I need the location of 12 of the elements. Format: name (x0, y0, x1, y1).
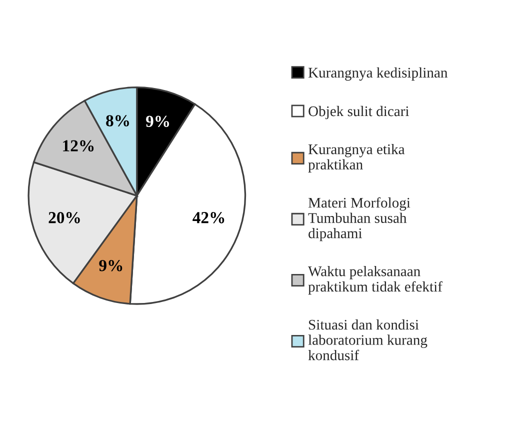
legend-label: Objek sulit dicari (308, 106, 409, 120)
data-label: 20% (48, 212, 80, 224)
data-label: 42% (192, 212, 224, 224)
legend-label: Kurangnya kedisiplinan (308, 67, 448, 81)
data-label: 8% (106, 115, 129, 126)
legend-label: Kurangnya etika praktikan (308, 144, 405, 172)
legend-label: Waktu pelaksanaan praktikum tidak efektif (308, 266, 442, 295)
legend-label: Materi Morfologi Tumbuhan susah dipahami (308, 197, 410, 242)
data-label: 12% (63, 140, 94, 152)
data-label: 9% (99, 260, 122, 272)
legend-label: Situasi dan kondisi laboratorium kurang kondusif (308, 319, 428, 360)
data-label: 9% (146, 116, 169, 128)
